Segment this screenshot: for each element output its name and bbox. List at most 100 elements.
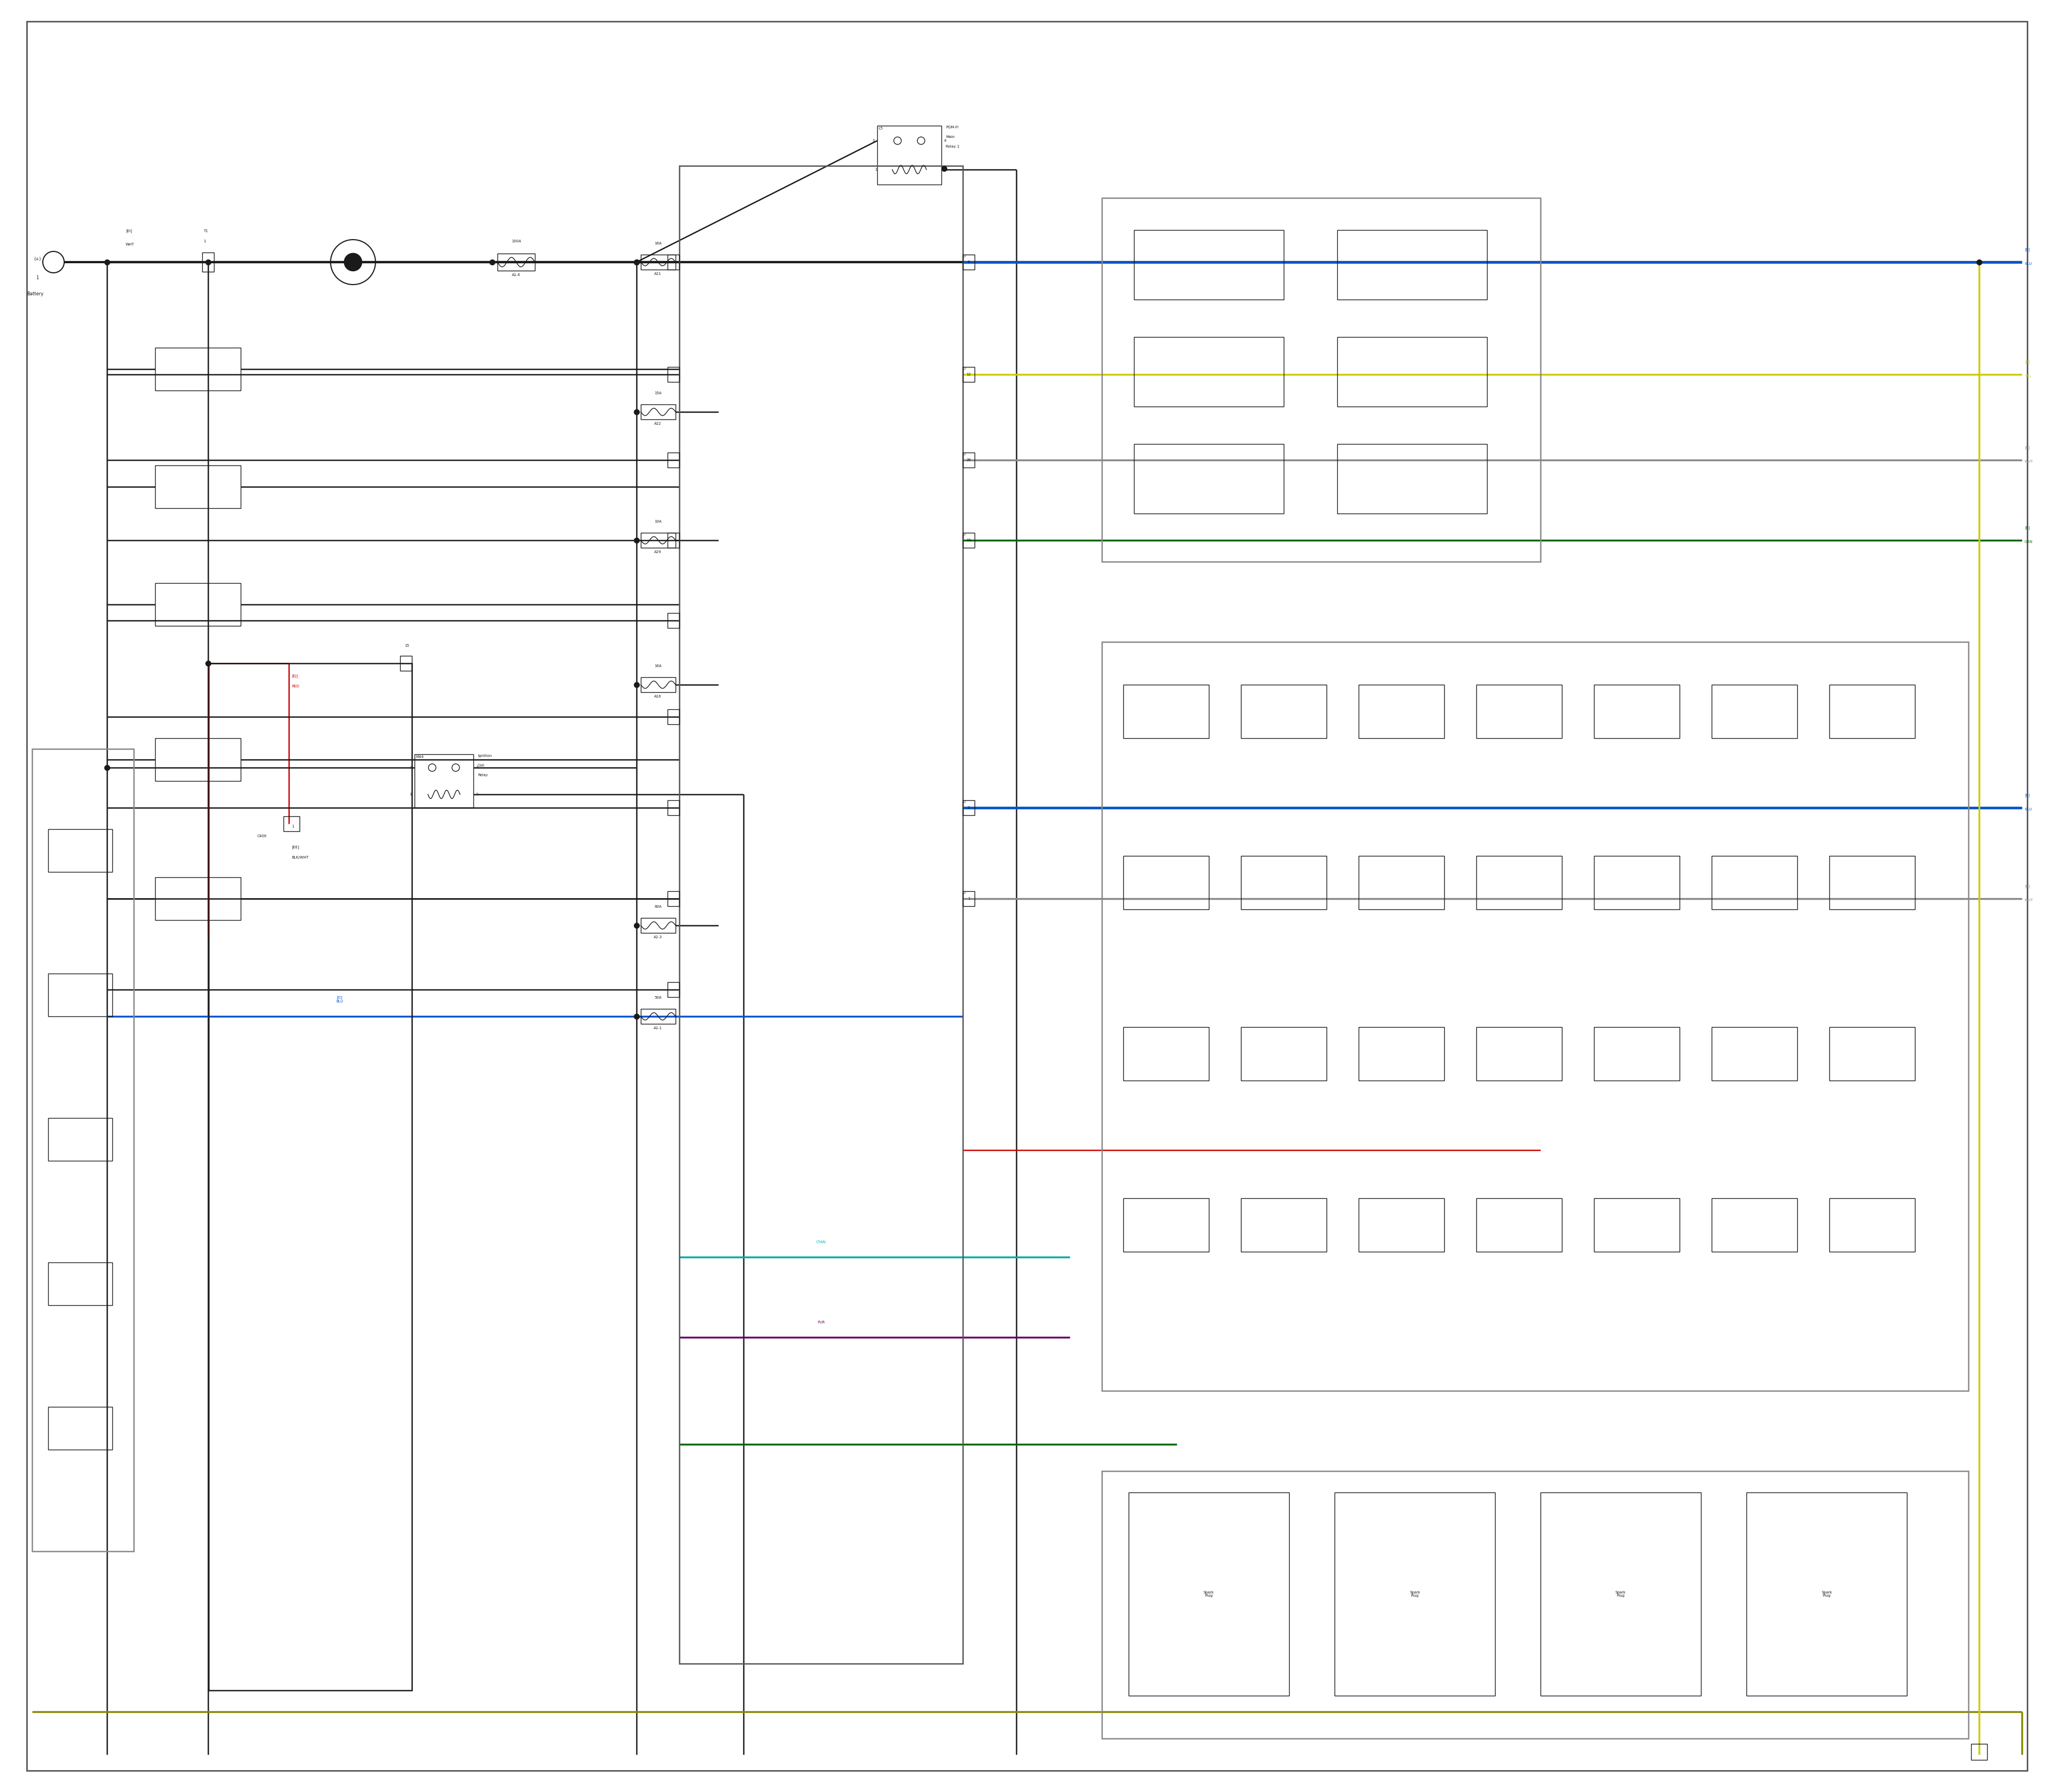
Bar [201, 253, 214, 272]
Text: 8: 8 [967, 260, 969, 263]
Text: L5: L5 [879, 127, 883, 131]
Bar [1477, 1027, 1561, 1081]
Bar [641, 918, 676, 934]
Text: [EJ]: [EJ] [292, 674, 298, 677]
Text: T1: T1 [203, 229, 207, 233]
Text: A2-1: A2-1 [653, 1027, 661, 1030]
Text: D: D [963, 367, 965, 371]
Bar [1358, 857, 1444, 909]
Bar [1830, 1027, 1914, 1081]
Bar [1830, 857, 1914, 909]
Text: 4: 4 [477, 765, 479, 769]
Text: [E]: [E] [2025, 247, 2029, 251]
Text: 2: 2 [477, 792, 479, 796]
Text: 15A: 15A [655, 392, 661, 394]
Text: Spark
Plug: Spark Plug [1409, 1591, 1419, 1597]
Bar [33, 749, 134, 1552]
Text: 1: 1 [292, 824, 294, 828]
Bar [1711, 1027, 1797, 1081]
Text: 10A: 10A [655, 520, 661, 523]
Text: D: D [963, 532, 965, 536]
Bar [47, 1118, 113, 1161]
Text: PUR: PUR [817, 1321, 826, 1324]
Bar [415, 754, 472, 808]
Bar [156, 582, 240, 625]
Text: Main: Main [945, 136, 955, 138]
Bar [668, 532, 680, 548]
Bar [156, 348, 240, 391]
Bar [156, 466, 240, 509]
Text: D: D [963, 453, 965, 455]
Text: Battery: Battery [27, 292, 43, 296]
Text: D: D [963, 891, 965, 894]
Bar [1594, 857, 1680, 909]
Bar [1358, 685, 1444, 738]
Bar [1101, 1471, 1968, 1738]
Bar [1134, 444, 1284, 514]
Bar [668, 254, 680, 269]
Bar [1241, 685, 1327, 738]
Text: [E]: [E] [2025, 446, 2029, 450]
Text: WHT: WHT [2025, 461, 2033, 464]
Text: 3: 3 [409, 765, 413, 769]
Bar [47, 1262, 113, 1305]
Text: BLK/WHT: BLK/WHT [292, 857, 308, 858]
Text: [EE]: [EE] [292, 846, 300, 849]
Bar [1746, 1493, 1906, 1695]
Bar [47, 973, 113, 1016]
Bar [401, 656, 413, 670]
Bar [1241, 1199, 1327, 1253]
Text: Ignition: Ignition [479, 754, 491, 758]
Bar [641, 405, 676, 419]
Text: [E]: [E] [2025, 360, 2029, 364]
Text: (+): (+) [33, 256, 41, 262]
Bar [156, 878, 240, 919]
Bar [1134, 229, 1284, 299]
Bar [1337, 444, 1487, 514]
Text: 28: 28 [965, 459, 972, 462]
Bar [1134, 337, 1284, 407]
Bar [1477, 685, 1561, 738]
Bar [1972, 1744, 1986, 1760]
Bar [963, 891, 974, 907]
Text: C406: C406 [257, 835, 267, 837]
Bar [1540, 1493, 1701, 1695]
Bar [1337, 229, 1487, 299]
Text: YEL: YEL [2025, 375, 2031, 378]
Text: 12: 12 [965, 373, 972, 376]
Text: Relay: Relay [479, 774, 489, 776]
Text: 50A: 50A [655, 996, 661, 1000]
Text: A29: A29 [655, 550, 661, 554]
Text: RED: RED [292, 685, 300, 688]
Bar [668, 613, 680, 627]
Bar [1124, 857, 1210, 909]
Text: 1: 1 [203, 240, 205, 244]
Text: 60A: 60A [655, 905, 661, 909]
Bar [1594, 685, 1680, 738]
Bar [668, 801, 680, 815]
Text: WHT: WHT [125, 244, 134, 246]
Text: PGM-FI: PGM-FI [945, 125, 959, 129]
Text: 19: 19 [965, 539, 972, 541]
Bar [1358, 1199, 1444, 1253]
Text: 16A: 16A [655, 242, 661, 246]
Bar [641, 1009, 676, 1023]
Text: [E]: [E] [2025, 527, 2029, 530]
Text: 2: 2 [945, 168, 947, 172]
Bar [1830, 685, 1914, 738]
Bar [1477, 1199, 1561, 1253]
Bar [1124, 1027, 1210, 1081]
Text: 1: 1 [37, 276, 39, 280]
Bar [668, 710, 680, 724]
Bar [963, 532, 974, 548]
Text: 1: 1 [875, 168, 877, 172]
Text: Coil: Coil [479, 763, 485, 767]
Bar [1124, 1199, 1210, 1253]
Text: CYAN: CYAN [815, 1240, 826, 1244]
Bar [963, 367, 974, 382]
Text: Spark
Plug: Spark Plug [1822, 1591, 1832, 1597]
Text: BLU: BLU [2025, 262, 2031, 265]
Text: GRN: GRN [2025, 539, 2033, 543]
Bar [668, 891, 680, 907]
Text: 15: 15 [405, 643, 409, 647]
